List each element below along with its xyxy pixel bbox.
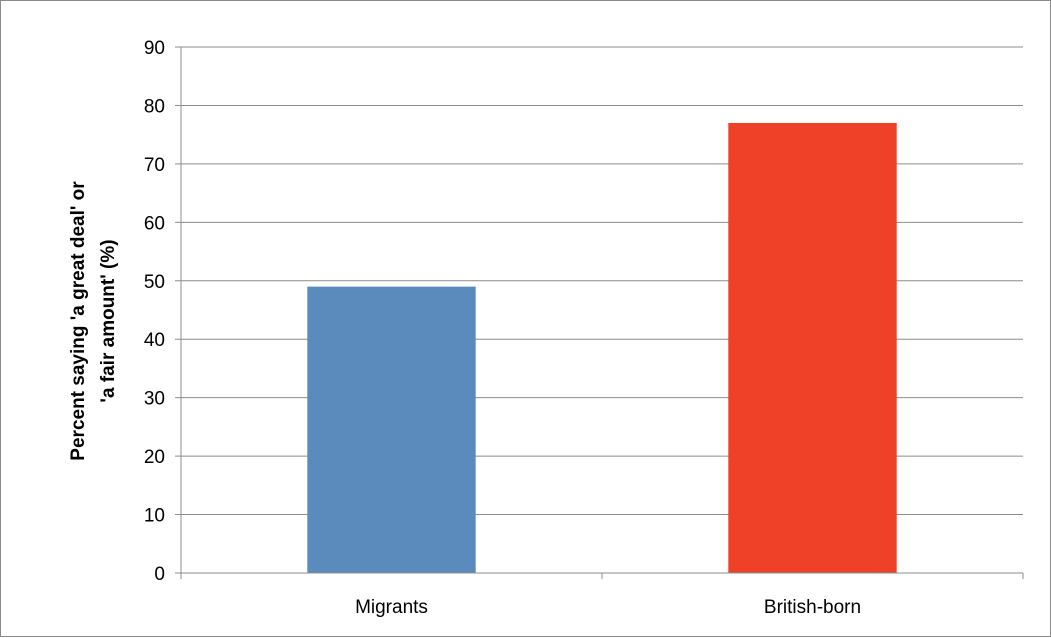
y-axis-label-line-1: Percent saying 'a great deal' or bbox=[68, 181, 89, 461]
y-tick-label: 50 bbox=[144, 272, 165, 293]
x-tick-labels: Migrants British-born bbox=[355, 597, 861, 618]
y-tick-label: 30 bbox=[144, 389, 165, 410]
y-tick-label: 0 bbox=[154, 564, 165, 585]
y-tick-label: 70 bbox=[144, 155, 165, 176]
y-tick-label: 10 bbox=[144, 506, 165, 527]
y-axis-label-line-2: 'a fair amount' (%) bbox=[98, 239, 119, 402]
axes bbox=[175, 46, 1024, 579]
x-tick-label: British-born bbox=[764, 597, 861, 618]
y-tick-label: 90 bbox=[144, 38, 165, 59]
bars bbox=[307, 122, 897, 573]
y-tick-label: 40 bbox=[144, 330, 165, 351]
y-tick-label: 80 bbox=[144, 96, 165, 117]
y-tick-labels: 0 10 20 30 40 50 60 70 80 90 bbox=[144, 38, 165, 585]
x-tick-label: Migrants bbox=[355, 597, 428, 618]
bar-british-born bbox=[728, 122, 897, 573]
y-tick-label: 20 bbox=[144, 447, 165, 468]
y-axis-label: Percent saying 'a great deal' or 'a fair… bbox=[68, 181, 119, 461]
bar-migrants bbox=[307, 286, 476, 573]
y-tick-label: 60 bbox=[144, 213, 165, 234]
